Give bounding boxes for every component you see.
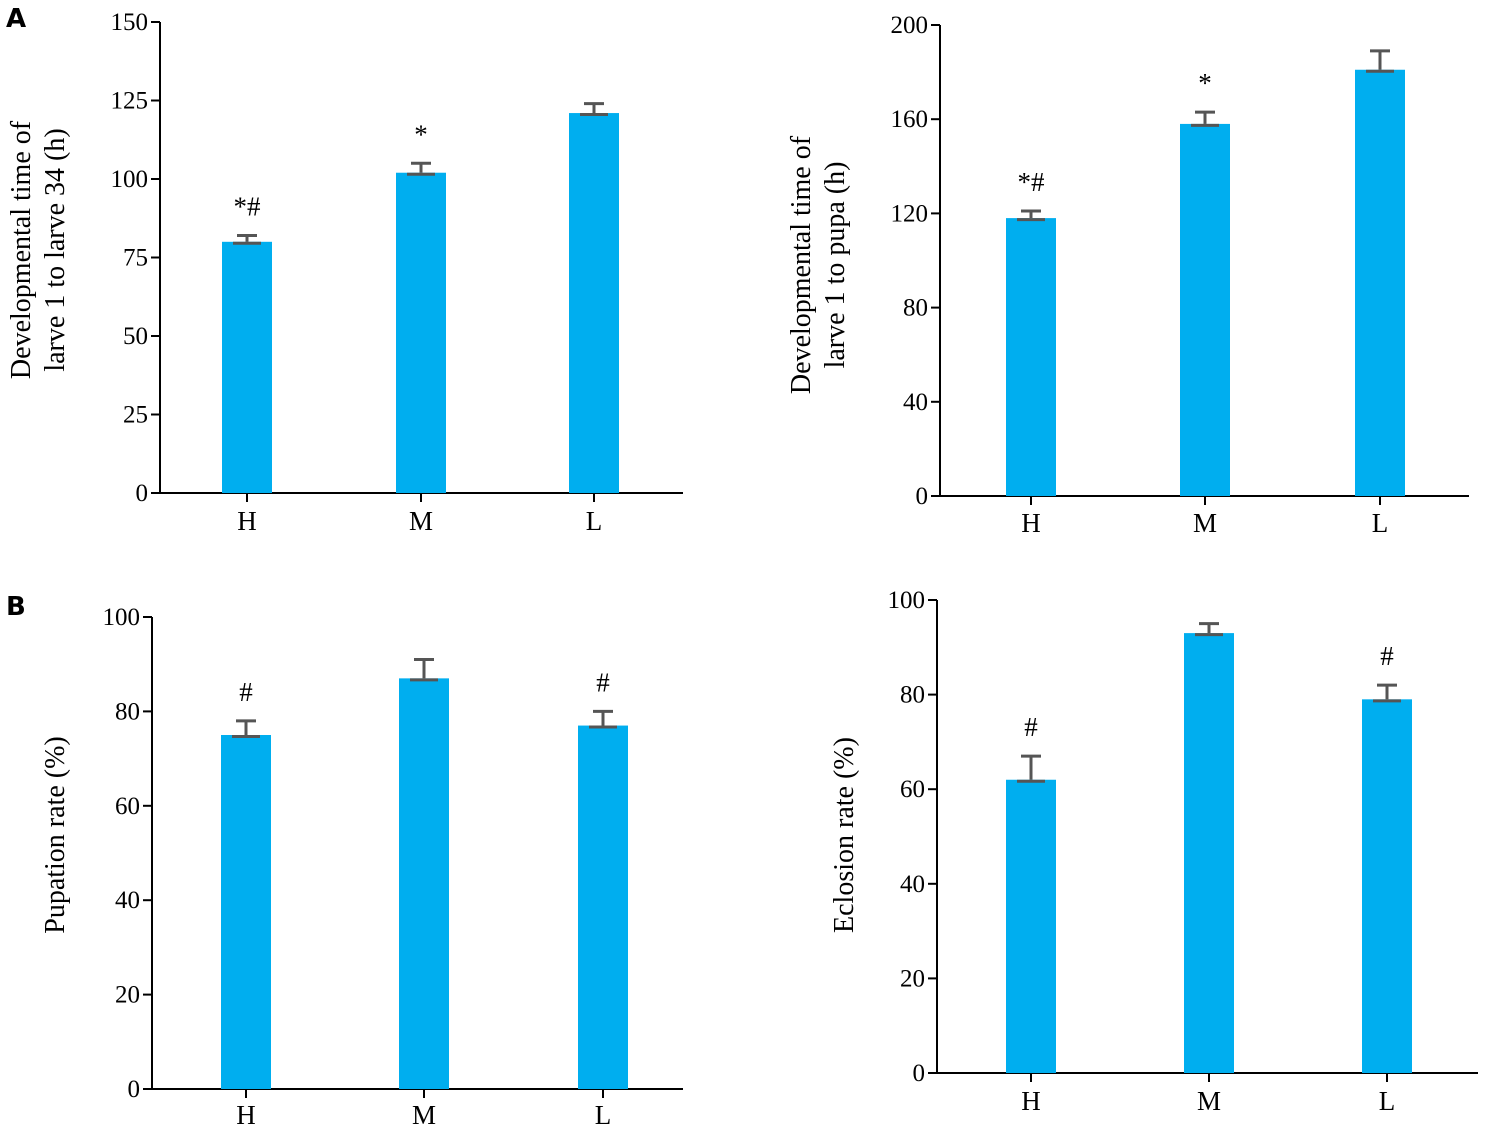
y-tick-label: 75 bbox=[123, 245, 148, 272]
bar bbox=[1006, 779, 1056, 1073]
y-tick-label: 0 bbox=[913, 1060, 926, 1087]
bar bbox=[396, 172, 446, 493]
y-tick-label: 80 bbox=[115, 698, 140, 725]
x-tick-label: M bbox=[409, 506, 433, 536]
y-tick-label: 50 bbox=[123, 323, 148, 350]
y-tick-label: 80 bbox=[900, 682, 925, 709]
y-tick-label: 100 bbox=[103, 604, 141, 631]
bar bbox=[569, 113, 619, 493]
y-tick-label: 100 bbox=[111, 166, 149, 193]
y-axis-label: larve 1 to larve 34 (h) bbox=[40, 128, 71, 371]
y-axis-label: Developmental time of bbox=[786, 135, 817, 394]
bar bbox=[222, 241, 272, 493]
y-tick-label: 20 bbox=[115, 982, 140, 1009]
y-tick-label: 160 bbox=[891, 106, 929, 133]
x-tick-label: L bbox=[586, 506, 603, 536]
x-tick-label: L bbox=[1372, 508, 1389, 538]
significance-annotation: # bbox=[596, 667, 610, 697]
x-tick-label: H bbox=[236, 1100, 256, 1130]
y-tick-label: 25 bbox=[123, 402, 148, 429]
bar bbox=[399, 678, 449, 1089]
panel-label-b: B bbox=[6, 592, 26, 622]
y-tick-label: 120 bbox=[891, 200, 929, 227]
x-tick-label: H bbox=[237, 506, 257, 536]
y-tick-label: 0 bbox=[128, 1076, 141, 1103]
y-tick-label: 40 bbox=[115, 887, 140, 914]
x-tick-label: M bbox=[1197, 1086, 1221, 1116]
y-tick-label: 40 bbox=[900, 871, 925, 898]
y-tick-label: 0 bbox=[136, 480, 149, 507]
y-tick-label: 20 bbox=[900, 965, 925, 992]
y-tick-label: 150 bbox=[111, 9, 149, 36]
x-tick-label: H bbox=[1021, 508, 1041, 538]
significance-annotation: *# bbox=[234, 192, 262, 222]
significance-annotation: * bbox=[414, 119, 428, 149]
y-tick-label: 60 bbox=[900, 776, 925, 803]
x-tick-label: L bbox=[1379, 1086, 1396, 1116]
y-axis-label: Eclosion rate (%) bbox=[829, 737, 860, 933]
y-axis-label: Developmental time of bbox=[6, 120, 37, 379]
bar bbox=[1362, 699, 1412, 1073]
significance-annotation: # bbox=[1380, 641, 1394, 671]
significance-annotation: * bbox=[1198, 68, 1212, 98]
x-tick-label: M bbox=[412, 1100, 436, 1130]
panel-label-a: A bbox=[6, 4, 27, 34]
y-tick-label: 60 bbox=[115, 793, 140, 820]
y-tick-label: 125 bbox=[111, 88, 149, 115]
x-tick-label: H bbox=[1021, 1086, 1041, 1116]
y-axis-label: Pupation rate (%) bbox=[40, 736, 71, 934]
y-axis-label: larve 1 to pupa (h) bbox=[820, 162, 851, 369]
y-tick-label: 0 bbox=[916, 483, 929, 510]
y-tick-label: 100 bbox=[888, 587, 926, 614]
x-tick-label: M bbox=[1193, 508, 1217, 538]
bar bbox=[1006, 218, 1056, 497]
bar bbox=[221, 735, 271, 1089]
bar bbox=[578, 725, 628, 1089]
bar bbox=[1184, 633, 1234, 1073]
y-tick-label: 80 bbox=[903, 295, 928, 322]
significance-annotation: # bbox=[1024, 712, 1038, 742]
x-tick-label: L bbox=[595, 1100, 612, 1130]
y-tick-label: 40 bbox=[903, 389, 928, 416]
significance-annotation: *# bbox=[1018, 167, 1046, 197]
bar bbox=[1355, 69, 1405, 497]
y-tick-label: 200 bbox=[891, 12, 929, 39]
bar bbox=[1180, 123, 1230, 496]
significance-annotation: # bbox=[239, 677, 253, 707]
